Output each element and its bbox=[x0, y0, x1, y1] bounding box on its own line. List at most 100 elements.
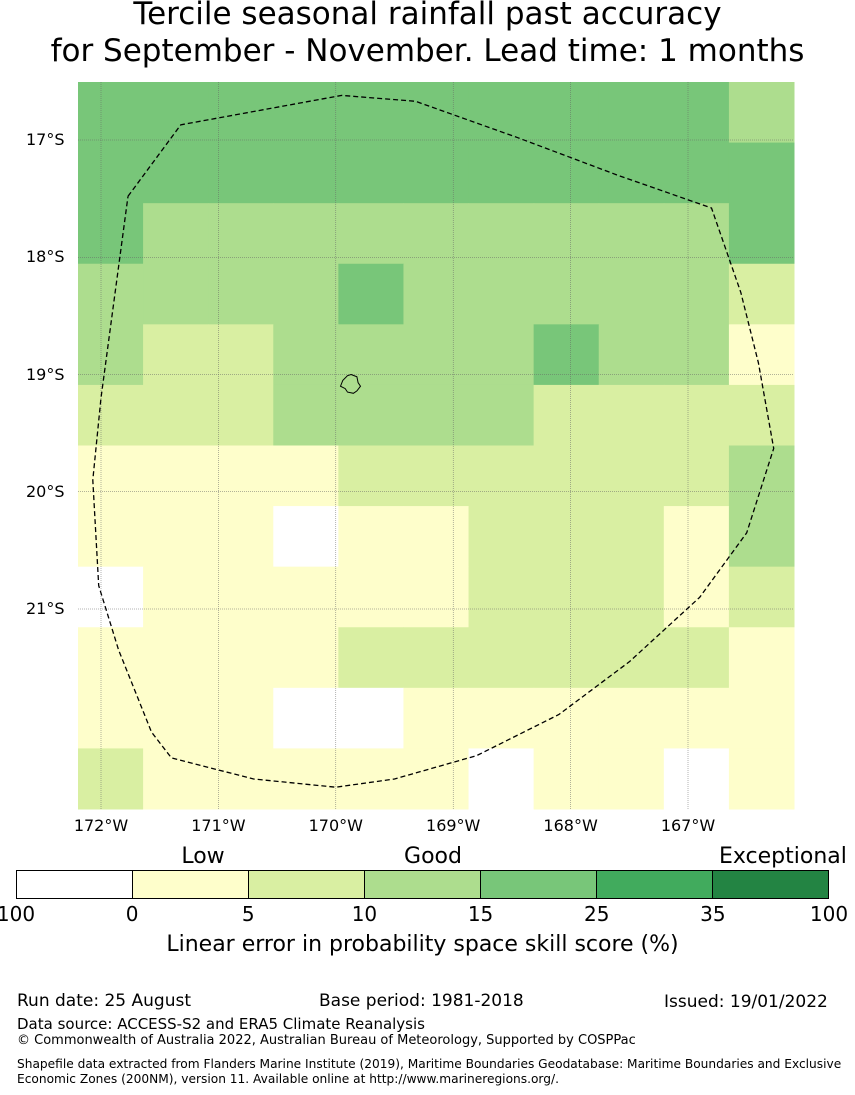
grid-cell bbox=[598, 324, 665, 386]
grid-cell bbox=[403, 82, 470, 144]
grid-cell bbox=[208, 203, 274, 265]
grid-cell bbox=[338, 384, 404, 446]
colorbar-segment bbox=[17, 871, 133, 898]
lat-label-19s: 19°S bbox=[26, 364, 65, 384]
grid-cell bbox=[273, 203, 339, 265]
colorbar-segment bbox=[597, 871, 713, 898]
grid-cell bbox=[143, 627, 209, 689]
grid-cell bbox=[403, 506, 470, 568]
colorbar-tick: 15 bbox=[467, 902, 494, 926]
grid-cell bbox=[208, 687, 274, 749]
grid-cell bbox=[143, 82, 209, 144]
grid-cell bbox=[728, 748, 795, 810]
issued-date: Issued: 19/01/2022 bbox=[664, 992, 828, 1012]
data-source: Data source: ACCESS-S2 and ERA5 Climate … bbox=[17, 1015, 425, 1033]
grid-cell bbox=[78, 263, 144, 325]
chart-title: Tercile seasonal rainfall past accuracy … bbox=[0, 0, 855, 70]
grid-cell bbox=[78, 445, 144, 507]
lon-label-172w: 172°W bbox=[73, 816, 129, 835]
category-good: Good bbox=[404, 844, 462, 869]
colorbar-segment bbox=[713, 871, 828, 898]
lat-label-17s: 17°S bbox=[26, 130, 65, 149]
grid-cell bbox=[533, 627, 600, 689]
grid-cell bbox=[533, 82, 600, 144]
grid-cell bbox=[728, 687, 795, 749]
grid-cell bbox=[273, 82, 339, 144]
grid-cell bbox=[273, 748, 339, 810]
grid-cell bbox=[663, 384, 730, 446]
grid-cell bbox=[208, 324, 274, 386]
grid-cell bbox=[403, 263, 470, 325]
colorbar-segment bbox=[249, 871, 365, 898]
grid-cell bbox=[338, 506, 404, 568]
grid-cell bbox=[403, 203, 470, 265]
grid-cell bbox=[468, 566, 535, 628]
grid-cell bbox=[78, 687, 144, 749]
colorbar-tick: 100 bbox=[809, 902, 849, 926]
shapefile-credit-line-1: Shapefile data extracted from Flanders M… bbox=[17, 1057, 842, 1071]
grid-cell bbox=[663, 748, 730, 810]
grid-cell bbox=[468, 324, 535, 386]
grid-cell bbox=[143, 445, 209, 507]
grid-cell bbox=[143, 263, 209, 325]
colorbar-segment bbox=[365, 871, 481, 898]
grid-cell bbox=[338, 142, 404, 204]
colorbar bbox=[16, 870, 829, 899]
category-exceptional: Exceptional bbox=[719, 844, 847, 869]
grid-cell bbox=[273, 687, 339, 749]
grid-cell bbox=[728, 263, 795, 325]
grid-cell bbox=[403, 445, 470, 507]
grid-cell bbox=[468, 687, 535, 749]
grid-cell bbox=[468, 82, 535, 144]
category-low: Low bbox=[181, 844, 225, 869]
grid-cell bbox=[78, 203, 144, 265]
grid-cell bbox=[143, 687, 209, 749]
grid-cell bbox=[663, 506, 730, 568]
grid-cell bbox=[468, 263, 535, 325]
grid-cell bbox=[598, 384, 665, 446]
grid-cell bbox=[468, 384, 535, 446]
grid-cell bbox=[468, 506, 535, 568]
lat-label-20s: 20°S bbox=[26, 481, 65, 501]
grid-cell bbox=[533, 566, 600, 628]
grid-cell bbox=[78, 82, 144, 144]
grid-cell bbox=[728, 324, 795, 386]
grid-cell bbox=[663, 324, 730, 386]
island-outline bbox=[339, 373, 362, 394]
title-line-2: for September - November. Lead time: 1 m… bbox=[50, 33, 805, 69]
grid-cell bbox=[143, 203, 209, 265]
grid-cell bbox=[663, 203, 730, 265]
grid-cell bbox=[598, 506, 665, 568]
grid-cell bbox=[208, 627, 274, 689]
grid-cell bbox=[273, 384, 339, 446]
colorbar-tick: 0 bbox=[125, 902, 139, 926]
grid-cell bbox=[533, 263, 600, 325]
grid-cell bbox=[208, 384, 274, 446]
grid-cell bbox=[663, 566, 730, 628]
grid-cell bbox=[598, 687, 665, 749]
grid-cell bbox=[728, 142, 795, 204]
grid-cell bbox=[403, 142, 470, 204]
grid-cell bbox=[598, 566, 665, 628]
grid-cell bbox=[273, 627, 339, 689]
graticule bbox=[78, 82, 794, 809]
title-line-1: Tercile seasonal rainfall past accuracy bbox=[133, 0, 722, 32]
lat-label-18s: 18°S bbox=[26, 247, 65, 267]
grid-cell bbox=[208, 82, 274, 144]
grid-cell bbox=[78, 142, 144, 204]
grid-cell bbox=[78, 627, 144, 689]
base-period: Base period: 1981-2018 bbox=[319, 991, 524, 1011]
grid-cell bbox=[468, 203, 535, 265]
grid-cell bbox=[663, 263, 730, 325]
grid-cell bbox=[143, 506, 209, 568]
grid-cell bbox=[728, 506, 795, 568]
grid-cell bbox=[728, 445, 795, 507]
grid-cell bbox=[598, 263, 665, 325]
grid-cell bbox=[273, 142, 339, 204]
grid-cell bbox=[78, 566, 144, 628]
grid-cell bbox=[208, 142, 274, 204]
copyright: © Commonwealth of Australia 2022, Austra… bbox=[17, 1033, 636, 1048]
grid-cell bbox=[533, 687, 600, 749]
lon-label-170w: 170°W bbox=[308, 816, 363, 835]
grid-cell bbox=[533, 748, 600, 810]
